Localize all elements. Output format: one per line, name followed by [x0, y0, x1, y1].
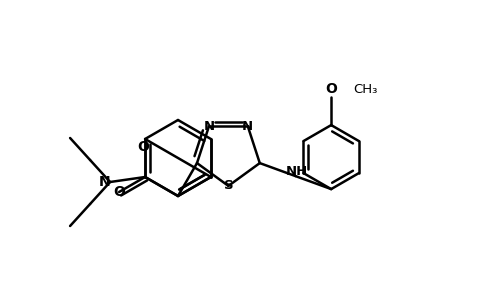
Text: CH₃: CH₃	[353, 83, 377, 96]
Text: O: O	[113, 185, 125, 199]
Text: N: N	[98, 175, 110, 189]
Text: N: N	[242, 120, 253, 133]
Text: O: O	[325, 82, 337, 96]
Text: S: S	[224, 179, 233, 192]
Text: N: N	[204, 120, 215, 133]
Text: O: O	[137, 140, 149, 154]
Text: NH: NH	[285, 164, 308, 178]
